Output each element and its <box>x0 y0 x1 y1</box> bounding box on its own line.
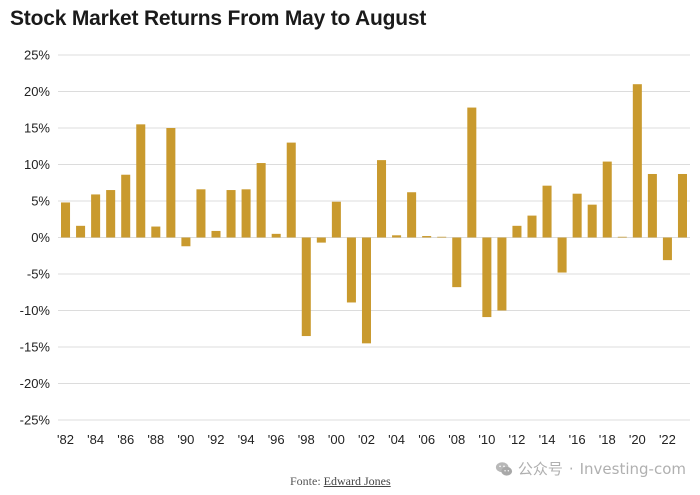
source-link[interactable]: Edward Jones <box>323 474 391 488</box>
y-tick-label: -10% <box>20 303 51 318</box>
bar-1983 <box>76 225 86 238</box>
watermark-site: Investing-com <box>579 459 686 478</box>
x-tick-label: '90 <box>177 432 194 447</box>
bar-2007 <box>437 236 447 238</box>
x-tick-label: '22 <box>659 432 676 447</box>
x-tick-label: '06 <box>418 432 435 447</box>
bar-2004 <box>392 235 402 238</box>
bar-1986 <box>121 174 131 238</box>
bar-1993 <box>226 190 236 238</box>
bar-2001 <box>346 237 356 303</box>
bar-2005 <box>407 192 417 238</box>
bar-1995 <box>256 163 266 238</box>
bar-1996 <box>271 233 281 238</box>
y-tick-label: -15% <box>20 340 51 355</box>
bar-2002 <box>361 237 371 344</box>
bar-2020 <box>632 84 642 238</box>
bar-2012 <box>512 225 522 238</box>
bar-2009 <box>467 107 477 238</box>
y-tick-label: 20% <box>24 84 50 99</box>
bar-2008 <box>452 237 462 288</box>
bar-2018 <box>602 161 612 238</box>
source-note: Fonte: Edward Jones <box>290 474 391 489</box>
bar-1992 <box>211 230 221 238</box>
x-tick-label: '20 <box>629 432 646 447</box>
x-tick-label: '98 <box>298 432 315 447</box>
bar-1997 <box>286 142 296 238</box>
x-tick-label: '00 <box>328 432 345 447</box>
bar-1988 <box>151 226 161 238</box>
watermark-channel: 公众号 <box>517 460 563 478</box>
x-tick-label: '02 <box>358 432 375 447</box>
x-tick-label: '94 <box>238 432 255 447</box>
x-tick-label: '88 <box>147 432 164 447</box>
bar-1987 <box>136 124 146 238</box>
y-tick-label: 15% <box>24 121 50 136</box>
bar-2006 <box>422 236 432 238</box>
bar-1982 <box>61 202 71 238</box>
bar-2000 <box>331 201 341 238</box>
bar-1990 <box>181 237 191 247</box>
source-prefix: Fonte: <box>290 474 324 488</box>
y-tick-label: -5% <box>27 267 51 282</box>
bar-2011 <box>497 237 507 311</box>
watermark-separator: · <box>568 459 574 478</box>
y-tick-label: 0% <box>31 230 50 245</box>
x-tick-label: '14 <box>539 432 556 447</box>
y-tick-label: 25% <box>24 48 50 63</box>
x-axis-ticks: '82 '84 '86 '88 '90 '92 '94 '96 '98 '00 '02 '04 '06 '… <box>57 432 676 447</box>
x-tick-label: '82 <box>57 432 74 447</box>
bar-2013 <box>527 215 537 238</box>
bar-1994 <box>241 189 251 238</box>
x-tick-label: '08 <box>448 432 465 447</box>
bar-2023 <box>677 173 687 238</box>
x-tick-label: '86 <box>117 432 134 447</box>
x-tick-label: '84 <box>87 432 104 447</box>
x-tick-label: '10 <box>478 432 495 447</box>
watermark: 公众号 · Investing-com <box>495 458 686 479</box>
chart-title: Stock Market Returns From May to August <box>10 7 427 30</box>
gridlines <box>58 54 690 421</box>
bar-1984 <box>91 194 101 238</box>
y-tick-label: 10% <box>24 157 50 172</box>
y-tick-label: 5% <box>31 194 50 209</box>
x-tick-label: '16 <box>569 432 586 447</box>
bar-1985 <box>106 190 116 238</box>
y-tick-label: -25% <box>20 413 51 428</box>
bar-2017 <box>587 204 597 238</box>
bar-2003 <box>377 160 387 238</box>
bar-1999 <box>316 237 326 243</box>
bar-2019 <box>617 236 627 238</box>
y-axis-ticks: 25% 20% 15% 10% 5% 0% -5% -10% -15% -20% -25% <box>20 48 51 428</box>
x-tick-label: '96 <box>268 432 285 447</box>
bar-2016 <box>572 193 582 238</box>
y-tick-label: -20% <box>20 376 51 391</box>
bar-1989 <box>166 128 176 238</box>
bar-2015 <box>557 237 567 273</box>
bar-1998 <box>301 237 311 337</box>
bar-2010 <box>482 237 492 318</box>
x-tick-label: '18 <box>599 432 616 447</box>
bars <box>61 84 687 344</box>
bar-2014 <box>542 185 552 238</box>
bar-2022 <box>662 237 672 261</box>
wechat-icon <box>495 461 512 476</box>
bar-2021 <box>647 173 657 238</box>
bar-1991 <box>196 189 206 238</box>
x-tick-label: '92 <box>208 432 225 447</box>
x-tick-label: '12 <box>508 432 525 447</box>
x-tick-label: '04 <box>388 432 405 447</box>
